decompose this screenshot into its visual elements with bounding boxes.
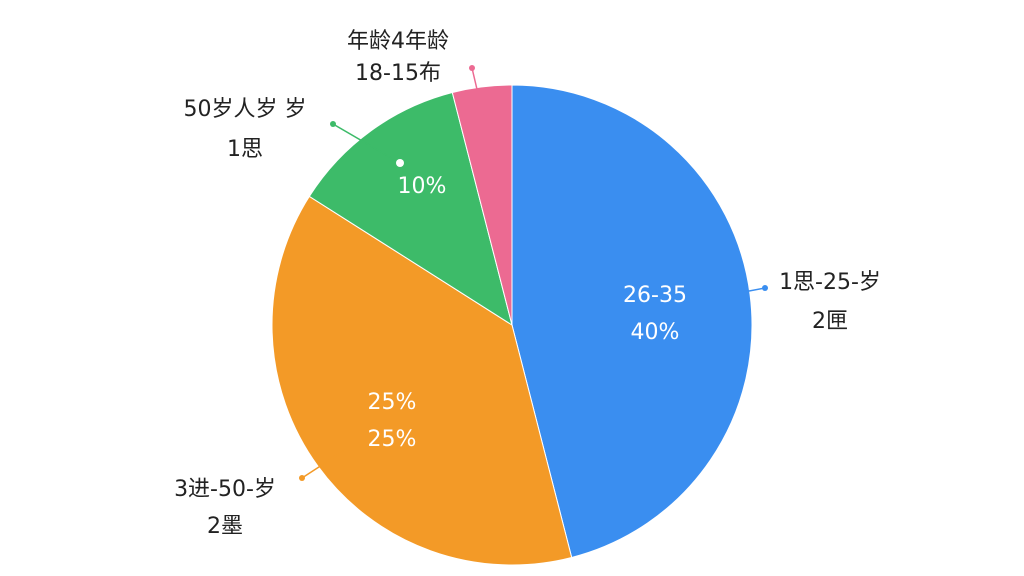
outer-label: 18-15布 xyxy=(355,61,441,86)
leader-lines xyxy=(299,65,768,481)
outer-label: 1思 xyxy=(227,137,263,162)
pie-slice xyxy=(308,91,513,327)
inner-label: 10% xyxy=(398,174,447,199)
leader-dot xyxy=(396,159,404,167)
outer-label: 2墨 xyxy=(207,514,243,539)
inner-label: 25% xyxy=(368,390,417,415)
labels: 26-35 40% 1思-25-岁 2匣 25% 25% 3进-50-岁 2墨 … xyxy=(174,29,881,539)
outer-label: 2匣 xyxy=(812,309,848,334)
inner-label: 26-35 xyxy=(623,283,687,308)
outer-label: 1思-25-岁 xyxy=(779,270,881,295)
inner-label: 40% xyxy=(631,320,680,345)
leader-dot xyxy=(330,121,336,127)
outer-label: 3进-50-岁 xyxy=(174,477,276,502)
leader-line xyxy=(332,123,401,164)
inner-label: 25% xyxy=(368,427,417,452)
leader-dot xyxy=(762,285,768,291)
outer-label: 50岁人岁 岁 xyxy=(184,97,307,122)
leader-dot xyxy=(299,475,305,481)
pie-slice xyxy=(451,84,513,326)
leader-line xyxy=(471,67,484,116)
leader-line xyxy=(711,287,766,299)
pie-slice xyxy=(271,195,573,566)
pie-slice xyxy=(511,84,753,559)
pie xyxy=(271,84,753,566)
leader-dot xyxy=(469,65,475,71)
outer-label: 年龄4年龄 xyxy=(347,29,449,54)
leader-line xyxy=(301,449,346,479)
